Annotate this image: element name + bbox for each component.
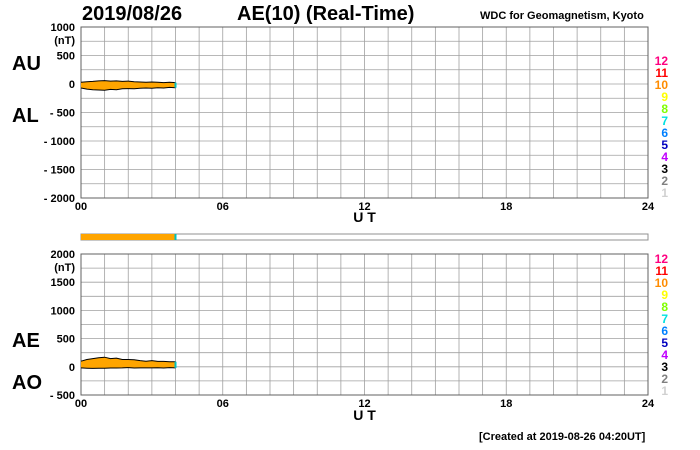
- series-line-al: [80, 86, 176, 91]
- station-legend-11: 11: [655, 66, 668, 80]
- station-legend-12: 12: [655, 54, 669, 68]
- series-label-ao: AO: [12, 372, 42, 394]
- station-legend-1: 1: [661, 186, 668, 200]
- y-tick-label: 2000: [51, 249, 75, 261]
- plot-frame: [80, 26, 649, 199]
- y-tick-label: - 500: [50, 108, 75, 120]
- x-tick-label: 06: [217, 398, 229, 410]
- y-tick-label: - 2000: [44, 193, 75, 205]
- x-tick-label: 24: [642, 201, 655, 213]
- series-label-ae: AE: [12, 330, 40, 352]
- x-tick-label: 24: [642, 398, 655, 410]
- station-legend-3: 3: [661, 162, 668, 176]
- y-tick-label: - 500: [50, 390, 75, 402]
- y-tick-label: 1000: [51, 305, 75, 317]
- station-legend-2: 2: [661, 372, 668, 386]
- y-axis-unit: (nT): [54, 35, 75, 47]
- y-tick-label: 0: [69, 362, 75, 374]
- station-legend-9: 9: [661, 90, 668, 104]
- y-tick-label: 500: [57, 334, 75, 346]
- station-legend-11: 11: [655, 264, 668, 278]
- station-legend-2: 2: [661, 174, 668, 188]
- series-line-au: [80, 80, 176, 84]
- station-legend-1: 1: [661, 384, 668, 398]
- station-legend-7: 7: [661, 114, 668, 128]
- station-legend-10: 10: [655, 276, 669, 290]
- station-bar-fill: [81, 234, 176, 240]
- x-tick-label: 00: [75, 398, 87, 410]
- y-tick-label: 500: [57, 51, 75, 63]
- station-legend-4: 4: [661, 348, 668, 362]
- y-tick-label: - 1000: [44, 136, 75, 148]
- station-legend-10: 10: [655, 78, 669, 92]
- y-tick-label: 1000: [51, 22, 75, 34]
- station-legend-6: 6: [661, 126, 668, 140]
- x-axis-label: U T: [353, 209, 376, 225]
- chart-date: 2019/08/26: [82, 3, 183, 25]
- x-tick-label: 06: [217, 201, 229, 213]
- series-label-al: AL: [12, 105, 39, 127]
- series-area-fill: [81, 357, 176, 369]
- x-tick-label: 12: [358, 201, 370, 213]
- x-axis-label: U T: [353, 407, 376, 423]
- created-timestamp: [Created at 2019-08-26 04:20UT]: [479, 431, 646, 443]
- x-tick-label: 12: [358, 398, 370, 410]
- series-line-ao: [80, 367, 176, 369]
- plot-frame: [80, 253, 649, 396]
- x-tick-label: 18: [500, 398, 512, 410]
- station-legend-3: 3: [661, 360, 668, 374]
- x-tick-label: 18: [500, 201, 512, 213]
- x-tick-label: 00: [75, 201, 87, 213]
- series-label-au: AU: [12, 53, 41, 75]
- chart-title: AE(10) (Real-Time): [237, 3, 415, 25]
- station-legend-5: 5: [661, 336, 668, 350]
- y-axis-unit: (nT): [54, 262, 75, 274]
- station-legend-5: 5: [661, 138, 668, 152]
- station-legend-7: 7: [661, 312, 668, 326]
- station-legend-12: 12: [655, 252, 669, 266]
- station-legend-4: 4: [661, 150, 668, 164]
- station-legend-8: 8: [661, 300, 668, 314]
- y-tick-label: 0: [69, 79, 75, 91]
- station-legend-9: 9: [661, 288, 668, 302]
- station-legend-6: 6: [661, 324, 668, 338]
- y-tick-label: 1500: [51, 277, 75, 289]
- station-legend-8: 8: [661, 102, 668, 116]
- y-tick-label: - 1500: [44, 165, 75, 177]
- data-source: WDC for Geomagnetism, Kyoto: [480, 10, 644, 22]
- series-line-ae: [80, 356, 176, 363]
